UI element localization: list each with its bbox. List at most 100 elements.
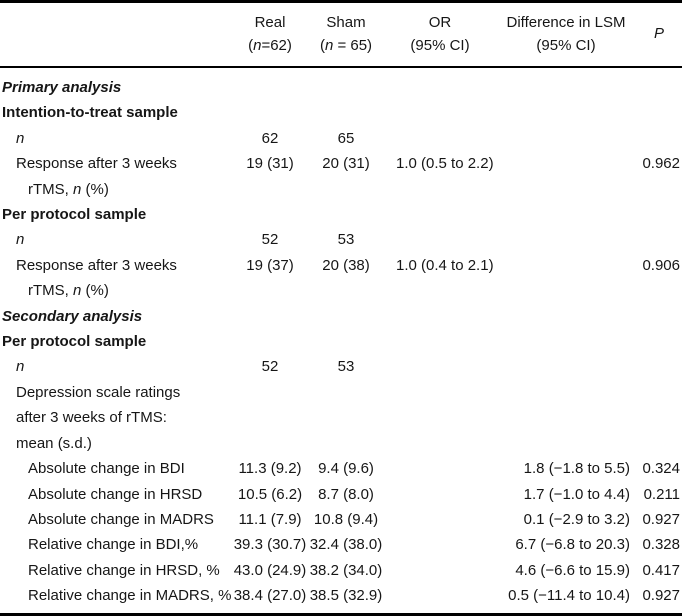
section-row-primary-analysis: Primary analysis [0,67,682,100]
col-header-p: P [636,1,682,68]
p-cell: 0.211 [643,485,680,503]
table-row-ratings-line1: Depression scale ratings [0,380,682,405]
row-label: mean (s.d.) [16,434,92,452]
sham-cell: 65 [337,129,355,147]
diff-cell: 4.6 (−6.6 to 15.9) [515,561,630,579]
group-label: Per protocol sample [2,206,147,224]
table-row-rel-hrsd: Relative change in HRSD, % 43.0 (24.9) 3… [0,558,682,583]
col-header-sham-sub: (n = 65) [319,37,373,54]
table-row-abs-bdi: Absolute change in BDI 11.3 (9.2) 9.4 (9… [0,456,682,481]
p-cell: 0.962 [642,155,680,173]
row-label: Response after 3 weeks [16,155,177,173]
diff-cell: 0.1 (−2.9 to 3.2) [523,510,630,528]
group-row-itt-sample: Intention-to-treat sample [0,100,682,125]
col-header-sham: Sham (n = 65) [308,1,384,68]
row-label: Relative change in HRSD, % [28,561,220,579]
real-cell: 11.3 (9.2) [238,460,302,478]
col-header-or: OR (95% CI) [384,1,496,68]
table-row-rtms-continuation: rTMS, n (%) [0,278,682,303]
real-cell: 43.0 (24.9) [233,561,307,579]
table-header: Real (n=62) Sham (n = 65) OR (95% CI) Di… [0,1,682,68]
sham-cell: 38.2 (34.0) [309,561,383,579]
col-header-p-title: P [653,25,664,42]
p-cell: 0.906 [642,256,680,274]
col-header-diff-title: Difference in LSM [506,14,626,31]
table-row-rtms-continuation: rTMS, n (%) [0,177,682,202]
row-label: n [16,358,25,376]
table-row-n-itt: n 62 65 [0,126,682,151]
header-spacer [0,1,232,68]
real-cell: 10.5 (6.2) [237,485,303,503]
sham-cell: 53 [337,358,355,376]
group-row-per-protocol-secondary: Per protocol sample [0,329,682,354]
section-label: Primary analysis [2,79,122,96]
col-header-or-title: OR [428,14,452,31]
row-label: rTMS, n (%) [28,180,109,198]
diff-cell: 0.5 (−11.4 to 10.4) [508,587,630,605]
col-header-real: Real (n=62) [232,1,308,68]
real-cell: 52 [261,231,279,249]
sham-cell: 53 [337,231,355,249]
table-row-n-pp: n 52 53 [0,227,682,252]
sham-cell: 10.8 (9.4) [313,510,379,528]
table-row-n-secondary: n 52 53 [0,354,682,379]
real-cell: 39.3 (30.7) [233,536,307,554]
row-label: Relative change in MADRS, % [28,587,232,605]
p-cell: 0.927 [642,587,680,605]
p-cell: 0.328 [642,536,680,554]
row-label: Relative change in BDI,% [28,536,199,554]
or-cell: 1.0 (0.4 to 2.1) [396,256,494,274]
diff-cell: 6.7 (−6.8 to 20.3) [515,536,630,554]
col-header-sham-title: Sham [326,14,366,31]
group-label: Per protocol sample [2,333,147,351]
row-label: Absolute change in MADRS [28,510,214,528]
table-row-ratings-line3: mean (s.d.) [0,431,682,456]
table-row-response-pp: Response after 3 weeks 19 (37) 20 (38) 1… [0,253,682,278]
real-cell: 19 (37) [246,256,294,274]
table-row-abs-hrsd: Absolute change in HRSD 10.5 (6.2) 8.7 (… [0,482,682,507]
col-header-or-sub: (95% CI) [410,37,470,54]
row-label: rTMS, n (%) [28,282,109,300]
section-row-secondary-analysis: Secondary analysis [0,304,682,329]
sham-cell: 9.4 (9.6) [318,460,374,478]
real-cell: 62 [261,129,279,147]
row-label: Depression scale ratings [16,383,181,401]
section-label: Secondary analysis [2,307,143,325]
table-row-abs-madrs: Absolute change in MADRS 11.1 (7.9) 10.8… [0,507,682,532]
col-header-diff: Difference in LSM (95% CI) [496,1,636,68]
p-cell: 0.417 [642,561,680,579]
sham-cell: 20 (31) [322,155,370,173]
group-row-per-protocol: Per protocol sample [0,202,682,227]
real-cell: 11.1 (7.9) [238,510,302,528]
group-label: Intention-to-treat sample [2,104,178,122]
row-label: Response after 3 weeks [16,256,177,274]
sham-cell: 38.5 (32.9) [309,587,383,605]
real-cell: 38.4 (27.0) [233,587,307,605]
col-header-real-title: Real [254,14,286,31]
table-row-rel-madrs: Relative change in MADRS, % 38.4 (27.0) … [0,583,682,614]
table-row-rel-bdi: Relative change in BDI,% 39.3 (30.7) 32.… [0,532,682,557]
row-label: Absolute change in BDI [28,460,185,478]
col-header-real-sub: (n=62) [248,37,292,54]
diff-cell: 1.8 (−1.8 to 5.5) [523,460,630,478]
real-cell: 19 (31) [246,155,294,173]
sham-cell: 20 (38) [322,256,370,274]
diff-cell: 1.7 (−1.0 to 4.4) [523,485,630,503]
table-body: Primary analysis Intention-to-treat samp… [0,67,682,614]
header-row: Real (n=62) Sham (n = 65) OR (95% CI) Di… [0,1,682,68]
sham-cell: 32.4 (38.0) [309,536,383,554]
row-label: n [16,231,25,249]
real-cell: 52 [261,358,279,376]
table-row-response-itt: Response after 3 weeks 19 (31) 20 (31) 1… [0,151,682,176]
col-header-diff-sub: (95% CI) [536,37,596,54]
row-label: Absolute change in HRSD [28,485,203,503]
p-cell: 0.324 [642,460,680,478]
p-cell: 0.927 [642,510,680,528]
table-row-ratings-line2: after 3 weeks of rTMS: [0,405,682,430]
row-label: after 3 weeks of rTMS: [16,409,167,427]
row-label: n [16,129,25,147]
sham-cell: 8.7 (8.0) [318,485,374,503]
or-cell: 1.0 (0.5 to 2.2) [396,155,494,173]
